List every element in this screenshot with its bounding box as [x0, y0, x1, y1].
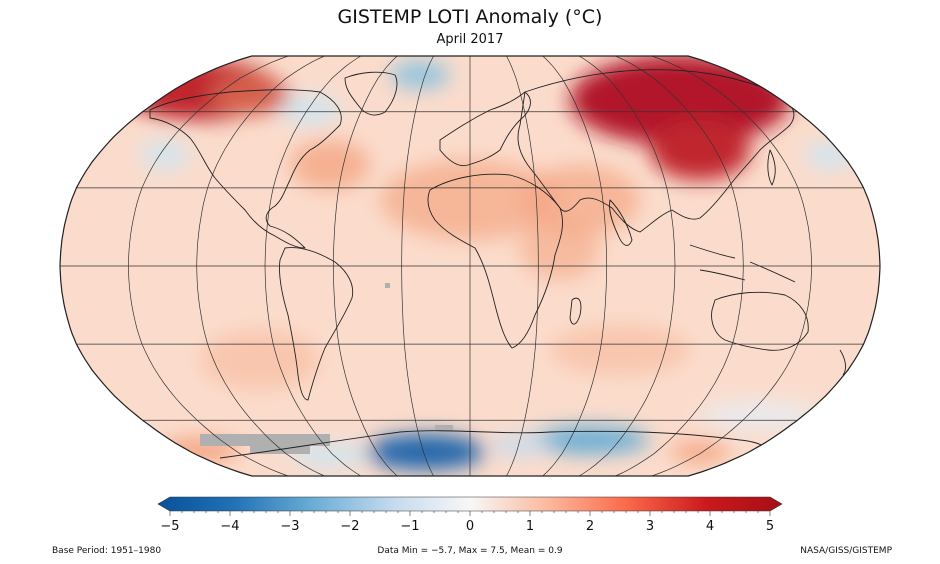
colorbar-tick-label: −5: [160, 519, 179, 534]
colorbar-gradient: [157, 496, 783, 512]
colorbar-tick-label: 2: [586, 519, 594, 534]
colorbar-tick-label: 5: [766, 519, 774, 534]
colorbar-tick-label: −1: [400, 519, 419, 534]
map-title: GISTEMP LOTI Anomaly (°C): [337, 6, 603, 28]
colorbar-tick-label: −3: [280, 519, 299, 534]
footer-data-stats: Data Min = −5.7, Max = 7.5, Mean = 0.9: [377, 546, 563, 556]
world-anomaly-map: −5 −4 −3 −2 −1 0 1 2 3 4 5: [59, 55, 881, 534]
missing-data: [200, 434, 330, 446]
missing-data: [250, 446, 310, 454]
colorbar-tick-label: 3: [646, 519, 654, 534]
colorbar-tick-label: −4: [220, 519, 239, 534]
map-subtitle: April 2017: [436, 32, 504, 47]
footer-source: NASA/GISS/GISTEMP: [800, 546, 892, 556]
colorbar-tick-label: 1: [526, 519, 534, 534]
colorbar-tick-label: −2: [340, 519, 359, 534]
colorbar: −5 −4 −3 −2 −1 0 1 2 3 4 5: [157, 496, 783, 534]
missing-data: [385, 283, 390, 288]
globe-outline: [59, 55, 881, 477]
missing-data: [435, 425, 453, 431]
colorbar-tick-label: 4: [706, 519, 714, 534]
coastlines: [149, 69, 847, 459]
colorbar-tick-label: 0: [466, 519, 474, 534]
footer-base-period: Base Period: 1951–1980: [52, 546, 162, 556]
graticule: [60, 56, 880, 476]
